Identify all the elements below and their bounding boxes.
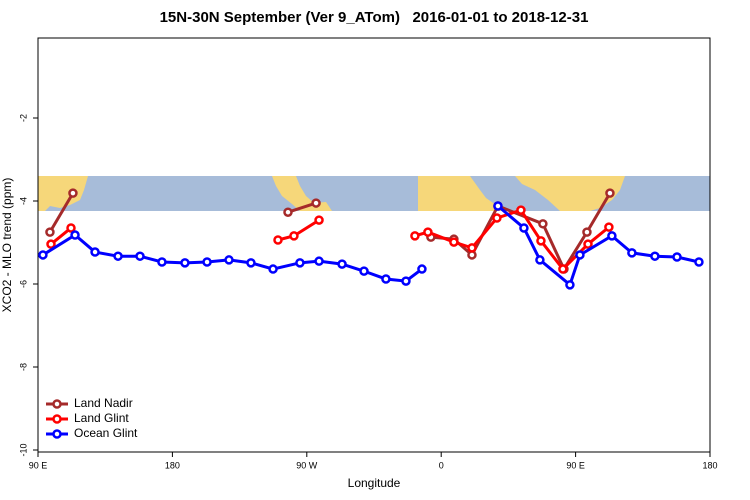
point: [202, 257, 212, 267]
point: [273, 235, 283, 245]
x-tick-label: 90 W: [296, 460, 318, 470]
point: [45, 227, 55, 237]
series-line: [42, 204, 700, 288]
legend-label: Land Nadir: [74, 396, 133, 410]
land: [418, 176, 505, 211]
point: [492, 213, 502, 223]
point: [583, 239, 593, 249]
point: [449, 237, 459, 247]
legend-marker: [52, 399, 62, 409]
point: [289, 231, 299, 241]
point: [538, 219, 548, 229]
x-tick-label: 0: [439, 460, 444, 470]
y-tick-label: -10: [18, 443, 28, 456]
map-strip: [38, 176, 710, 211]
point: [605, 188, 615, 198]
point: [381, 274, 391, 284]
point: [694, 257, 704, 267]
plot-frame: [37, 37, 711, 453]
point: [627, 248, 637, 258]
point: [650, 251, 660, 261]
point: [536, 236, 546, 246]
land: [515, 176, 625, 211]
y-tick-label: -6: [18, 280, 28, 288]
x-tick-label: 180: [702, 460, 717, 470]
point: [113, 251, 123, 261]
point: [417, 264, 427, 274]
point: [224, 255, 234, 265]
x-axis-label: Longitude: [348, 476, 401, 490]
point: [423, 227, 433, 237]
point: [401, 276, 411, 286]
legend-marker: [52, 429, 62, 439]
point: [311, 198, 321, 208]
point: [314, 256, 324, 266]
point: [467, 243, 477, 253]
x-tick-label: 90 E: [566, 460, 585, 470]
y-tick-label: -2: [18, 114, 28, 122]
x-tick-label: 180: [165, 460, 180, 470]
land: [272, 176, 332, 211]
point: [283, 207, 293, 217]
point: [268, 264, 278, 274]
point: [90, 247, 100, 257]
y-tick-label: -8: [18, 363, 28, 371]
chart-title: 15N-30N September (Ver 9_ATom) 2016-01-0…: [160, 9, 589, 26]
legend-label: Land Glint: [74, 411, 129, 425]
point: [157, 257, 167, 267]
point: [519, 223, 529, 233]
point: [68, 188, 78, 198]
x-tick-label: 90 E: [29, 460, 48, 470]
point: [38, 250, 48, 260]
point: [410, 231, 420, 241]
point: [607, 231, 617, 241]
point: [66, 223, 76, 233]
y-axis-label: XCO2 - MLO trend (ppm): [0, 178, 14, 313]
legend-label: Ocean Glint: [74, 426, 138, 440]
series-line: [50, 208, 610, 272]
point: [295, 258, 305, 268]
point: [558, 264, 568, 274]
point: [337, 259, 347, 269]
point: [180, 258, 190, 268]
point: [246, 258, 256, 268]
point: [314, 215, 324, 225]
point: [582, 227, 592, 237]
point: [565, 280, 575, 290]
legend-marker: [52, 414, 62, 424]
point: [604, 222, 614, 232]
point: [70, 230, 80, 240]
point: [493, 201, 503, 211]
point: [135, 251, 145, 261]
point: [46, 239, 56, 249]
y-tick-label: -4: [18, 197, 28, 205]
point: [359, 266, 369, 276]
point: [516, 205, 526, 215]
land: [38, 176, 88, 211]
point: [575, 250, 585, 260]
point: [535, 255, 545, 265]
point: [672, 252, 682, 262]
